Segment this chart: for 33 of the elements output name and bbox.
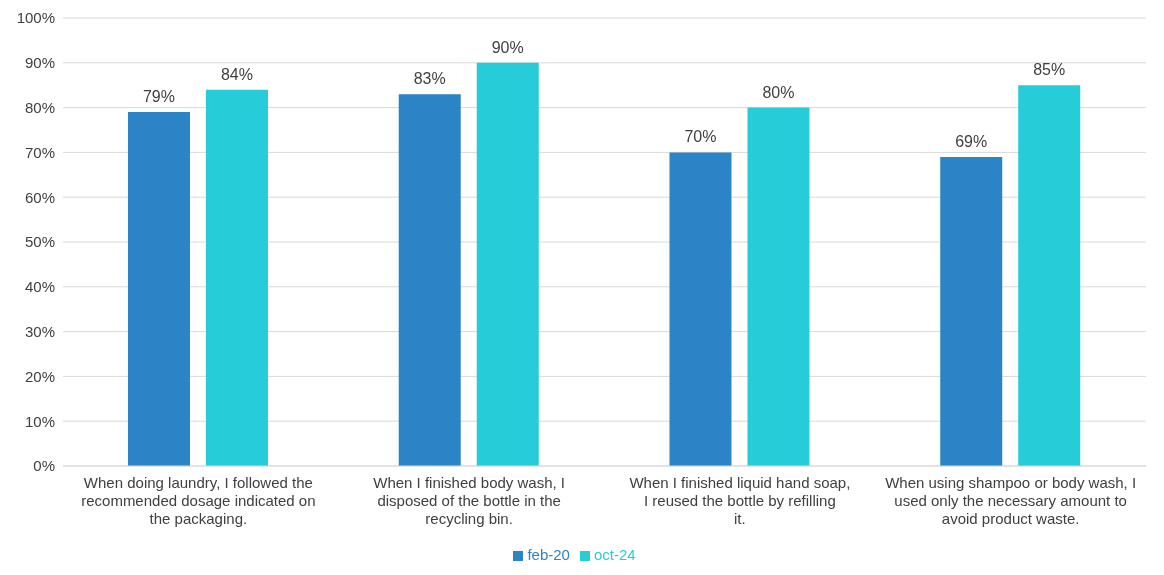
y-tick-label: 20%: [24, 367, 55, 385]
y-tick-label: 30%: [24, 322, 55, 340]
bar: [669, 152, 732, 466]
y-tick-label: 70%: [24, 143, 55, 161]
bar: [205, 89, 268, 466]
y-tick-label: 90%: [24, 54, 55, 72]
bar: [398, 94, 461, 466]
bar: [747, 107, 810, 466]
bar: [1018, 85, 1081, 466]
y-tick-label: 40%: [24, 278, 55, 296]
data-label: 79%: [142, 88, 175, 106]
data-label: 80%: [762, 83, 795, 101]
legend-label: oct-24: [593, 546, 636, 563]
y-tick-label: 80%: [24, 98, 55, 116]
x-tick-label: When I finished body wash, I disposed of the bottle in the recycling bin.: [373, 474, 566, 527]
x-tick-label: When using shampoo or body wash, I used only the necessary amount to avoid product waste.: [885, 474, 1137, 527]
data-label: 90%: [491, 38, 524, 56]
y-tick-label: 0%: [33, 457, 55, 475]
bar: [940, 156, 1003, 466]
data-label: 69%: [955, 132, 988, 150]
data-label: 85%: [1033, 61, 1066, 79]
x-tick-label: When doing laundry, I followed the recommended dosage indicated on the packaging.: [81, 474, 316, 527]
y-tick-label: 100%: [16, 9, 55, 27]
data-label: 83%: [413, 70, 446, 88]
bar: [127, 112, 190, 466]
legend-label: feb-20: [527, 546, 570, 563]
data-label: 84%: [220, 65, 253, 83]
x-tick-label: When I finished liquid hand soap, I reused the bottle by refilling it.: [629, 474, 851, 527]
data-label: 70%: [684, 128, 717, 146]
y-tick-label: 50%: [24, 233, 55, 251]
y-tick-label: 10%: [24, 412, 55, 430]
bar: [476, 62, 539, 466]
y-tick-label: 60%: [24, 188, 55, 206]
